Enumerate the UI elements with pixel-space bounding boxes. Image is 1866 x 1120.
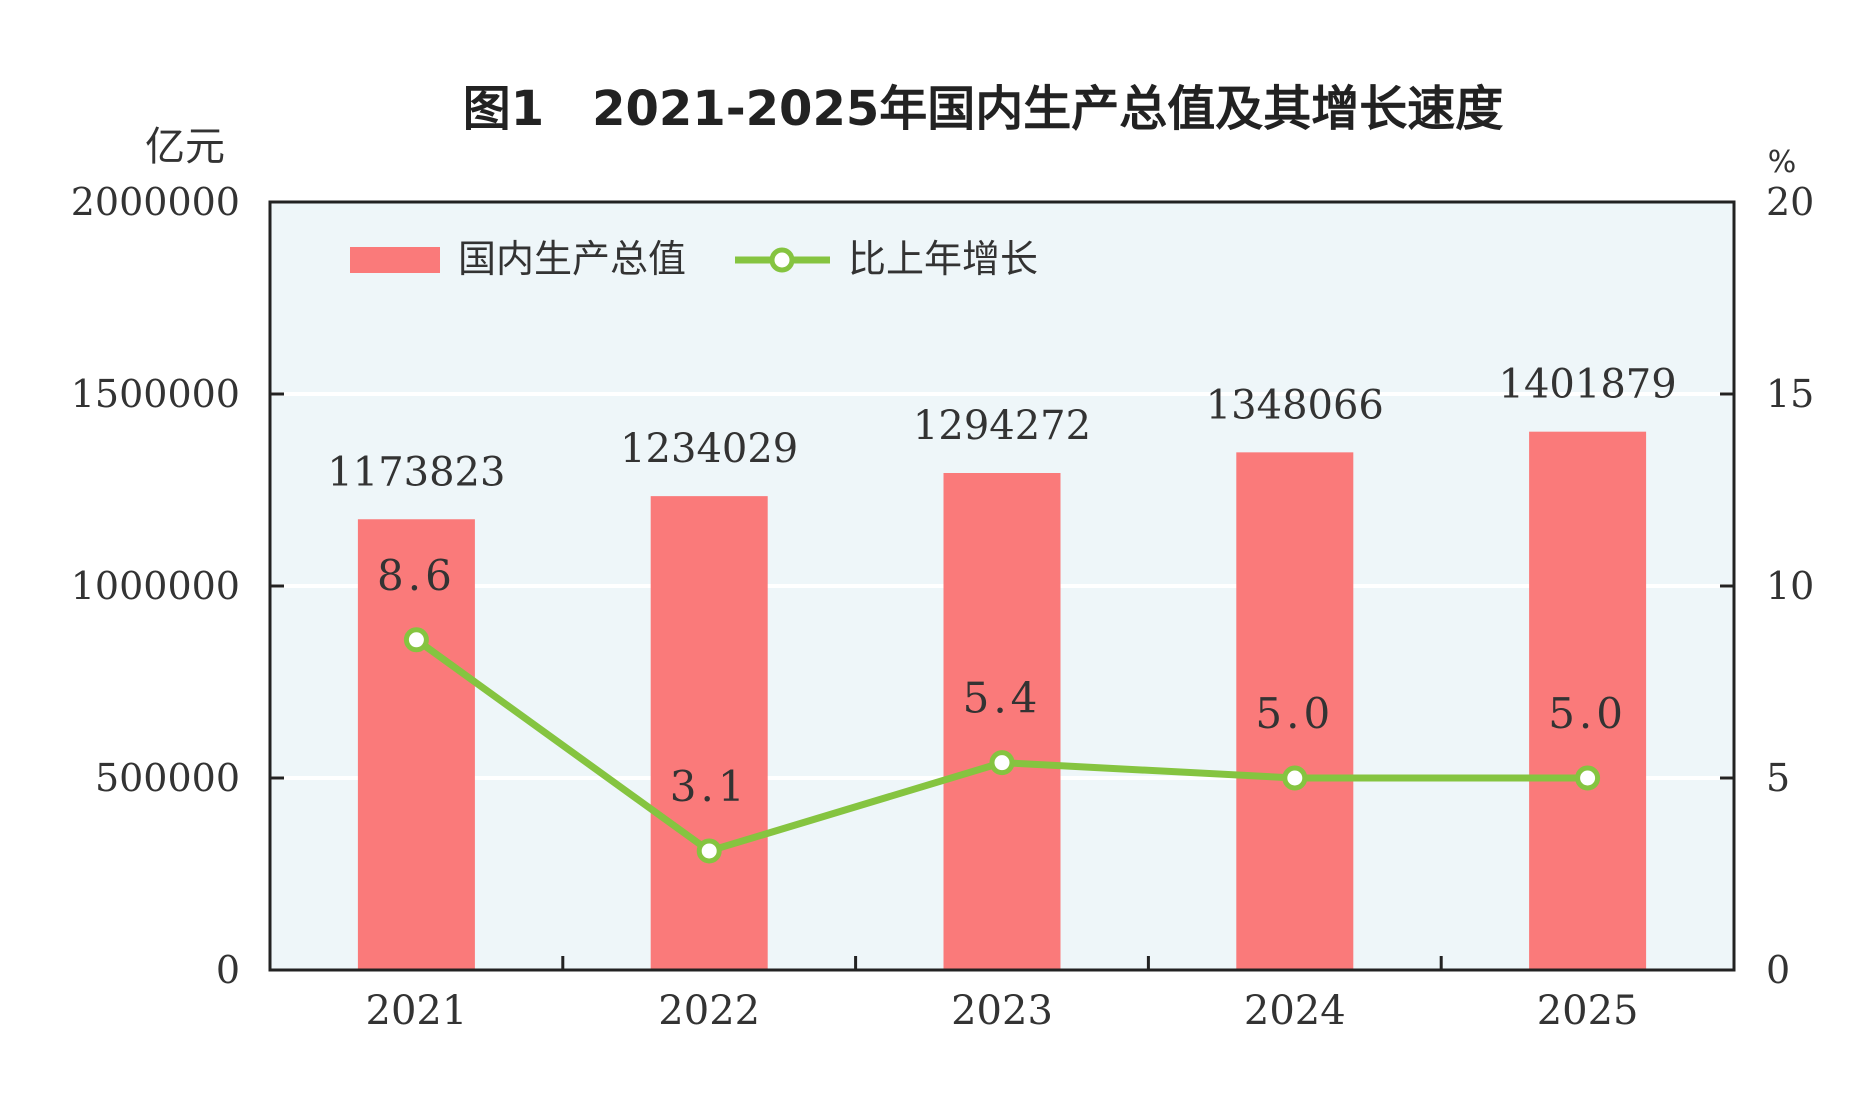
legend-bar-swatch <box>350 247 440 273</box>
growth-point-2022 <box>696 838 722 864</box>
growth-point-2024 <box>1282 765 1308 791</box>
x-axis-tick-label: 2022 <box>658 988 760 1034</box>
bar-value-label: 1173823 <box>327 449 505 495</box>
bar-value-label: 1294272 <box>913 403 1091 449</box>
x-axis-tick-label: 2024 <box>1244 988 1346 1034</box>
growth-value-label: 5.0 <box>1255 689 1334 738</box>
left-axis-tick-label: 1500000 <box>71 372 240 416</box>
x-axis-tick-label: 2021 <box>366 988 468 1034</box>
bar-2023 <box>943 472 1061 970</box>
bar-2021 <box>357 519 475 970</box>
bar-2024 <box>1236 452 1354 970</box>
growth-point-2025 <box>1575 765 1601 791</box>
right-axis-unit: % <box>1768 145 1797 180</box>
legend-line-marker <box>769 247 795 273</box>
right-axis-tick-label: 10 <box>1766 564 1814 608</box>
left-axis-tick-label: 500000 <box>95 756 240 800</box>
left-axis-tick-label: 1000000 <box>71 564 240 608</box>
growth-point-2023 <box>989 750 1015 776</box>
bar-value-label: 1401879 <box>1499 362 1677 408</box>
x-axis-tick-label: 2023 <box>951 988 1053 1034</box>
growth-value-label: 8.6 <box>377 551 456 600</box>
growth-value-label: 5.0 <box>1548 689 1627 738</box>
growth-point-2021 <box>403 627 429 653</box>
bar-value-label: 1348066 <box>1206 382 1384 428</box>
right-axis-tick-label: 15 <box>1766 372 1814 416</box>
chart-title: 图1 2021-2025年国内生产总值及其增长速度 <box>463 81 1504 137</box>
growth-value-label: 3.1 <box>670 762 749 811</box>
left-axis-tick-label: 2000000 <box>71 180 240 224</box>
x-axis-tick-label: 2025 <box>1537 988 1639 1034</box>
bar-2022 <box>650 496 768 970</box>
bar-value-label: 1234029 <box>620 426 798 472</box>
legend-bar-label: 国内生产总值 <box>458 237 686 281</box>
left-axis-unit: 亿元 <box>145 124 225 170</box>
left-axis-tick-label: 0 <box>216 948 240 992</box>
right-axis-tick-label: 0 <box>1766 948 1790 992</box>
right-axis-tick-label: 20 <box>1766 180 1814 224</box>
right-axis-tick-label: 5 <box>1766 756 1790 800</box>
legend-line-label: 比上年增长 <box>848 237 1038 281</box>
bar-2025 <box>1529 431 1647 970</box>
growth-value-label: 5.4 <box>963 674 1042 723</box>
